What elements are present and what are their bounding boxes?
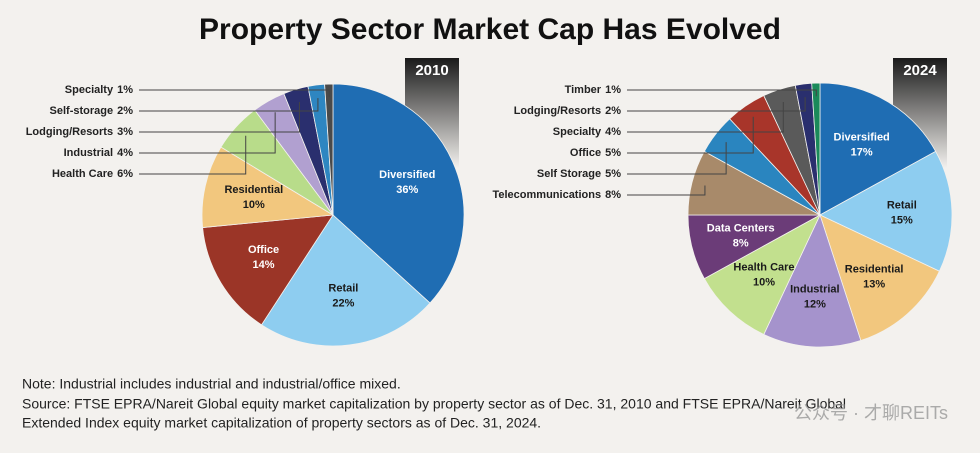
note: Source: FTSE EPRA/Nareit Global equity m…	[22, 396, 846, 412]
pie-slice	[332, 83, 465, 304]
leader-line	[627, 89, 817, 97]
slice-label: Health Care	[733, 262, 794, 274]
pie-slice	[819, 214, 940, 342]
slice-label: Specialty 1%	[65, 84, 133, 96]
slice-category: Health Care	[52, 168, 113, 180]
slice-value-label: 22%	[332, 297, 354, 309]
slice-value-label: 2%	[117, 105, 133, 117]
pie-slice	[260, 214, 431, 347]
slice-value-label: 15%	[891, 214, 913, 226]
note: Note: Industrial includes industrial and…	[22, 376, 401, 392]
slice-category: Specialty	[553, 126, 602, 138]
slice-label: Lodging/Resorts 2%	[514, 105, 622, 117]
chart-title: Property Sector Market Cap Has Evolved	[199, 13, 781, 46]
leader-line	[627, 116, 754, 154]
leader-line	[139, 89, 330, 98]
leader-line	[139, 135, 247, 175]
slice-value-label: 10%	[753, 277, 775, 289]
pie-slice	[819, 150, 953, 272]
year-label: 2024	[903, 62, 937, 79]
slice-label: Timber 1%	[565, 84, 622, 96]
slice-label: Data Centers	[707, 222, 775, 234]
slice-label: Office 5%	[570, 147, 621, 159]
slice-value-label: 4%	[605, 126, 621, 138]
note: Extended Index equity market capitalizat…	[22, 415, 541, 431]
pie-slice	[763, 213, 862, 348]
slice-label: Lodging/Resorts 3%	[26, 126, 134, 138]
slice-value-label: 12%	[804, 299, 826, 311]
slice-label: Retail	[887, 199, 917, 211]
slice-category: Self Storage	[537, 168, 601, 180]
slice-label: Health Care 6%	[52, 168, 133, 180]
watermark: 公众号 · 才聊REITs	[794, 403, 948, 423]
slice-value-label: 1%	[605, 84, 621, 96]
slice-label: Office	[248, 244, 279, 256]
slice-category: Self-storage	[50, 105, 114, 117]
slice-value-label: 5%	[605, 147, 621, 159]
pie-slice	[202, 214, 334, 326]
slice-label: Specialty 4%	[553, 126, 621, 138]
slice-label: Industrial	[790, 284, 840, 296]
slice-label: Telecommunications 8%	[492, 189, 621, 201]
slice-label: Industrial 4%	[64, 147, 134, 159]
slice-category: Specialty	[65, 84, 114, 96]
leader-line	[139, 112, 276, 154]
slice-value-label: 36%	[396, 184, 418, 196]
leader-line	[627, 185, 706, 196]
slice-category: Office	[570, 147, 601, 159]
leader-line	[139, 98, 319, 112]
slice-value-label: 5%	[605, 168, 621, 180]
pie-slice	[324, 83, 334, 216]
leader-line	[139, 101, 300, 133]
slice-label: Residential	[224, 184, 283, 196]
slice-category: Lodging/Resorts	[26, 126, 113, 138]
slice-value-label: 3%	[117, 126, 133, 138]
slice-category: Telecommunications	[492, 189, 601, 201]
slice-value-label: 10%	[243, 199, 265, 211]
slice-label: Diversified	[834, 131, 890, 143]
slice-value-label: 1%	[117, 84, 133, 96]
leader-line	[627, 97, 806, 112]
slice-value-label: 6%	[117, 168, 133, 180]
slice-value-label: 14%	[253, 259, 275, 271]
slice-label: Self Storage 5%	[537, 168, 621, 180]
slice-value-label: 4%	[117, 147, 133, 159]
slice-category: Lodging/Resorts	[514, 105, 601, 117]
pie-slice	[201, 146, 335, 229]
slice-label: Retail	[328, 282, 358, 294]
slice-value-label: 8%	[733, 237, 749, 249]
slice-value-label: 2%	[605, 105, 621, 117]
slice-value-label: 17%	[851, 146, 873, 158]
slice-value-label: 13%	[863, 278, 885, 290]
slice-category: Timber	[565, 84, 602, 96]
slice-value-label: 8%	[605, 189, 621, 201]
pie-slice	[703, 214, 821, 335]
slice-label: Diversified	[379, 169, 435, 181]
leader-line	[627, 102, 784, 133]
pie-slice	[819, 82, 937, 216]
year-label: 2010	[415, 62, 448, 79]
pie-slice	[811, 82, 821, 216]
slice-label: Residential	[845, 263, 904, 275]
slice-category: Industrial	[64, 147, 114, 159]
slice-label: Self-storage 2%	[50, 105, 134, 117]
